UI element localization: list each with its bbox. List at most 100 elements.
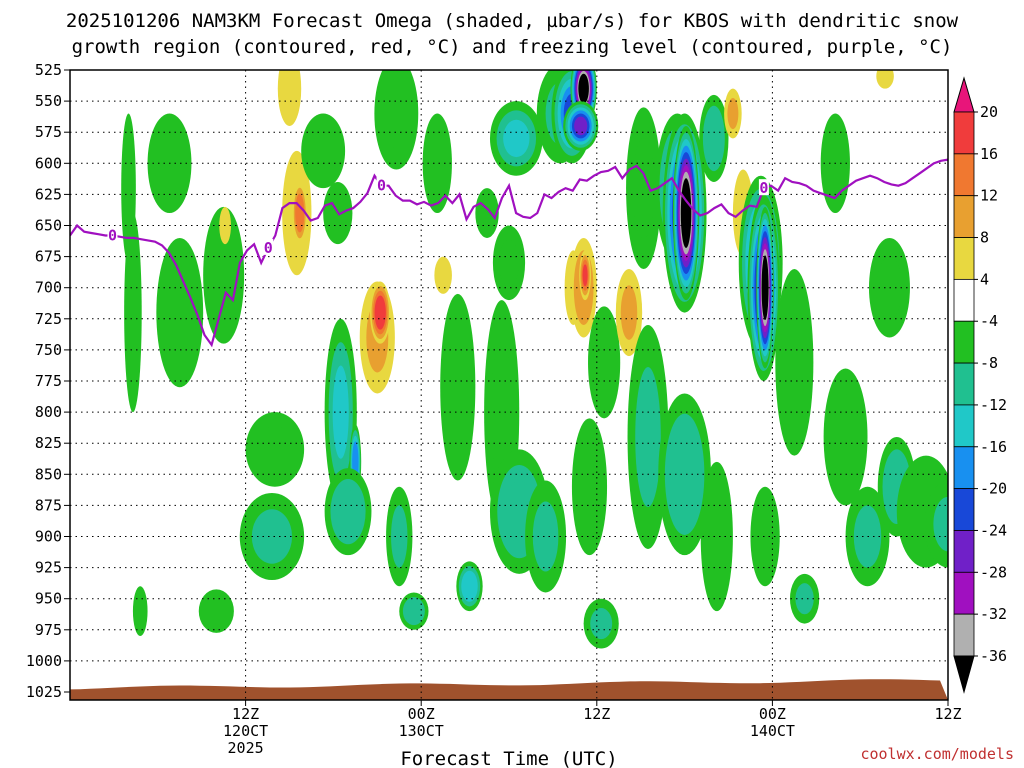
freezing-level-label: 0 [108, 226, 117, 244]
y-tick-label: 975 [35, 621, 62, 639]
omega-cell [353, 446, 358, 477]
omega-cell [503, 119, 530, 158]
y-tick-label: 1025 [26, 683, 62, 701]
omega-cell [594, 327, 615, 398]
x-tick-label: 130CT [399, 722, 444, 740]
chart-title-line2: growth region (contoured, red, °C) and f… [72, 36, 953, 58]
y-tick-label: 650 [35, 217, 62, 235]
omega-cell [632, 137, 655, 239]
freezing-level-label: 0 [759, 179, 768, 197]
omega-cell [574, 116, 588, 136]
colorbar-swatch [953, 613, 975, 657]
colorbar-swatch [953, 320, 975, 364]
y-tick-label: 725 [35, 310, 62, 328]
y-tick-label: 925 [35, 559, 62, 577]
colorbar-tick-label: 12 [980, 187, 998, 205]
omega-cell [309, 127, 337, 175]
omega-cell [282, 70, 297, 112]
omega-cell [210, 232, 237, 319]
x-axis-label: Forecast Time (UTC) [400, 748, 617, 768]
omega-cell [578, 443, 601, 530]
colorbar-tick-label: -32 [980, 605, 1007, 623]
y-tick-label: 525 [35, 61, 62, 79]
y-tick-label: 800 [35, 403, 62, 421]
x-tick-label: 12Z [583, 705, 610, 723]
credit-text: coolwx.com/models [860, 745, 1014, 763]
omega-cell [1007, 471, 1024, 502]
y-tick-label: 600 [35, 154, 62, 172]
omega-cell [620, 285, 638, 340]
contour-label-bg [758, 179, 769, 196]
y-tick-label: 775 [35, 372, 62, 390]
colorbar-swatch [953, 153, 975, 197]
omega-cell [205, 597, 228, 625]
omega-cell [123, 141, 134, 235]
omega-cell [582, 264, 588, 287]
chart-title-line1: 2025101206 NAM3KM Forecast Omega (shaded… [66, 10, 959, 32]
omega-cell [391, 505, 408, 568]
x-tick-label: 140CT [750, 722, 795, 740]
omega-cell [135, 595, 145, 627]
y-tick-label: 550 [35, 92, 62, 110]
omega-cell [532, 501, 559, 572]
omega-cell [879, 70, 891, 84]
omega-cell [251, 509, 293, 564]
omega-cell [498, 239, 520, 287]
omega-cell [635, 367, 661, 507]
colorbar-tick-label: -20 [980, 480, 1007, 498]
x-tick-label: 120CT [223, 722, 268, 740]
y-tick-label: 700 [35, 279, 62, 297]
omega-cell [1008, 318, 1019, 357]
omega-cell [463, 575, 476, 598]
colorbar-tick-label: 16 [980, 145, 998, 163]
y-tick-label: 625 [35, 185, 62, 203]
omega-cell [706, 116, 722, 161]
colorbar-tick-label: -4 [980, 312, 998, 330]
y-tick-label: 675 [35, 248, 62, 266]
x-tick-label: 12Z [934, 705, 961, 723]
omega-cell [165, 265, 195, 360]
omega-cell [681, 184, 691, 242]
colorbar-tick-label: 8 [980, 229, 989, 247]
colorbar-tick-label: -12 [980, 396, 1007, 414]
omega-cell [831, 394, 860, 480]
omega-cell [782, 304, 807, 421]
colorbar-swatch [953, 111, 975, 155]
omega-cell [579, 76, 588, 101]
colorbar: 20 16 12 8 4 -4 -8 -12 -16 -20 -24 -28 -32 -36 [953, 76, 1007, 694]
y-axis-ticks: 525 550 575 600 625 650 675 700 725 750 775 800 825 8… [26, 61, 70, 701]
omega-cell [256, 426, 294, 473]
colorbar-swatch [953, 488, 975, 531]
omega-cell [727, 97, 739, 130]
colorbar-swatch [953, 530, 975, 573]
y-tick-label: 850 [35, 465, 62, 483]
y-tick-label: 575 [35, 123, 62, 141]
colorbar-swatch [953, 237, 975, 280]
y-tick-label: 900 [35, 528, 62, 546]
omega-cell [933, 496, 948, 552]
colorbar-tick-label: -28 [980, 563, 1007, 581]
contour-label-bg [263, 238, 274, 255]
ground-terrain [70, 679, 948, 700]
ground-shading [70, 679, 948, 700]
colorbar-tick-label: -16 [980, 438, 1007, 456]
plot-frame [69, 69, 949, 701]
x-tick-label: 00Z [408, 705, 435, 723]
omega-cell [762, 261, 768, 314]
y-tick-label: 825 [35, 434, 62, 452]
omega-cell [755, 505, 775, 568]
omega-cell [590, 608, 613, 640]
omega-cell [1005, 306, 1023, 368]
y-tick-label: 875 [35, 496, 62, 514]
colorbar-swatch [953, 571, 975, 615]
colorbar-swatch [953, 446, 975, 490]
omega-cell [127, 250, 139, 375]
colorbar-tick-label: -36 [980, 647, 1007, 665]
omega-cell [428, 132, 447, 195]
freezing-level-label: 0 [377, 177, 386, 195]
y-tick-label: 1000 [26, 652, 62, 670]
colorbar-tick-label: 20 [980, 103, 998, 121]
freezing-level-contour: 0 0 0 0 [70, 158, 948, 348]
omega-cell [382, 78, 411, 149]
